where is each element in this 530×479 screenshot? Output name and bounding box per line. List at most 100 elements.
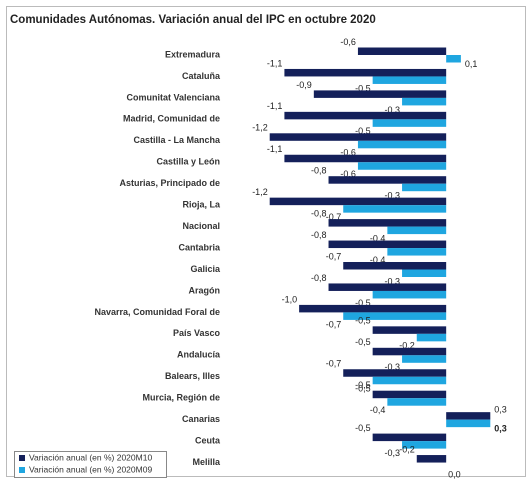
value-label: 0,3 <box>494 424 507 434</box>
value-label: -0,3 <box>385 362 401 372</box>
bar <box>357 162 447 170</box>
value-label: 0,3 <box>494 405 507 415</box>
bar <box>387 398 447 406</box>
value-label: -0,4 <box>370 233 386 243</box>
bar <box>387 248 447 256</box>
chart-title: Comunidades Autónomas. Variación anual d… <box>10 14 376 26</box>
bar <box>343 369 447 377</box>
legend-box <box>14 451 167 478</box>
bar <box>372 76 447 84</box>
category-label: Andalucía <box>177 350 221 360</box>
category-label: Cantabria <box>178 242 221 252</box>
category-label: Comunitat Valenciana <box>126 92 221 102</box>
bar <box>402 269 447 277</box>
value-label: -0,7 <box>326 319 342 329</box>
value-label: -0,5 <box>355 316 371 326</box>
bar <box>402 97 447 106</box>
value-label: -0,4 <box>370 255 386 265</box>
value-label: -0,3 <box>385 105 401 115</box>
value-label: -0,7 <box>326 212 342 222</box>
value-label: -0,8 <box>311 230 327 240</box>
category-label: Murcia, Región de <box>142 393 220 403</box>
value-label: -0,5 <box>355 380 371 390</box>
category-label: Ceuta <box>195 435 221 445</box>
value-label: -1,2 <box>252 187 268 197</box>
bar <box>328 240 447 249</box>
value-label: -0,8 <box>311 166 327 176</box>
bar <box>284 111 447 120</box>
category-label: Rioja, La <box>182 200 221 210</box>
value-label: -0,5 <box>355 126 371 136</box>
value-label: -1,0 <box>282 294 298 304</box>
bar <box>372 290 447 299</box>
value-label: -0,8 <box>311 208 327 218</box>
value-label: -0,3 <box>385 276 401 286</box>
bar <box>416 455 447 463</box>
chart-border <box>6 6 526 477</box>
value-label: -0,3 <box>385 191 401 201</box>
value-label: -0,4 <box>370 405 386 415</box>
value-label: -1,1 <box>267 101 283 111</box>
value-label: -0,6 <box>340 148 356 158</box>
value-label: -0,2 <box>399 341 415 351</box>
value-label: -0,3 <box>385 448 401 458</box>
category-label: Castilla - La Mancha <box>133 135 221 145</box>
bar <box>372 326 447 334</box>
bar <box>357 47 447 55</box>
bar <box>328 283 447 291</box>
legend-label: Variación anual (en %) 2020M09 <box>29 464 152 474</box>
category-label: Extremadura <box>165 49 221 59</box>
value-label: 0,1 <box>465 59 478 69</box>
value-label: -0,5 <box>355 83 371 93</box>
value-label: -0,6 <box>340 37 356 47</box>
value-label: -0,7 <box>326 359 342 369</box>
bar <box>343 205 447 213</box>
category-label: Navarra, Comunidad Foral de <box>94 307 220 317</box>
bar <box>284 68 447 77</box>
bar <box>372 376 447 385</box>
bar <box>313 90 447 98</box>
bar <box>446 412 491 420</box>
value-label: -0,5 <box>355 298 371 308</box>
value-label: -0,5 <box>355 384 371 394</box>
value-label: -1,1 <box>267 144 283 154</box>
category-label: Nacional <box>182 221 220 231</box>
bar <box>357 140 447 149</box>
bar <box>372 390 447 399</box>
value-label: -0,9 <box>296 80 312 90</box>
category-label: Balears, Illes <box>165 371 220 381</box>
bar <box>387 226 447 235</box>
value-label: 0,0 <box>448 469 461 479</box>
value-label: -1,2 <box>252 123 268 133</box>
category-label: Madrid, Comunidad de <box>123 114 220 124</box>
bar <box>446 55 461 63</box>
category-label: Asturias, Principado de <box>119 178 220 188</box>
value-label: -0,2 <box>399 444 415 454</box>
bar <box>269 133 447 141</box>
category-label: Canarias <box>182 414 220 424</box>
value-label: -0,5 <box>355 337 371 347</box>
bar <box>328 176 447 184</box>
bar <box>372 347 447 356</box>
bar <box>284 154 447 163</box>
bar <box>446 419 491 428</box>
bar <box>299 304 447 313</box>
bar <box>402 183 447 192</box>
bar <box>343 312 447 320</box>
category-label: País Vasco <box>173 328 221 338</box>
value-label: -0,8 <box>311 273 327 283</box>
value-label: -0,5 <box>355 423 371 433</box>
value-label: -0,6 <box>340 169 356 179</box>
value-label: -1,1 <box>267 58 283 68</box>
bar <box>328 219 447 227</box>
bar <box>372 119 447 127</box>
bar <box>372 433 447 442</box>
category-label: Melilla <box>192 457 221 467</box>
legend-swatch <box>19 467 25 473</box>
bar <box>402 441 447 449</box>
category-label: Castilla y León <box>156 157 220 167</box>
value-label: -0,7 <box>326 251 342 261</box>
bar <box>416 333 447 342</box>
legend-swatch <box>19 455 25 461</box>
